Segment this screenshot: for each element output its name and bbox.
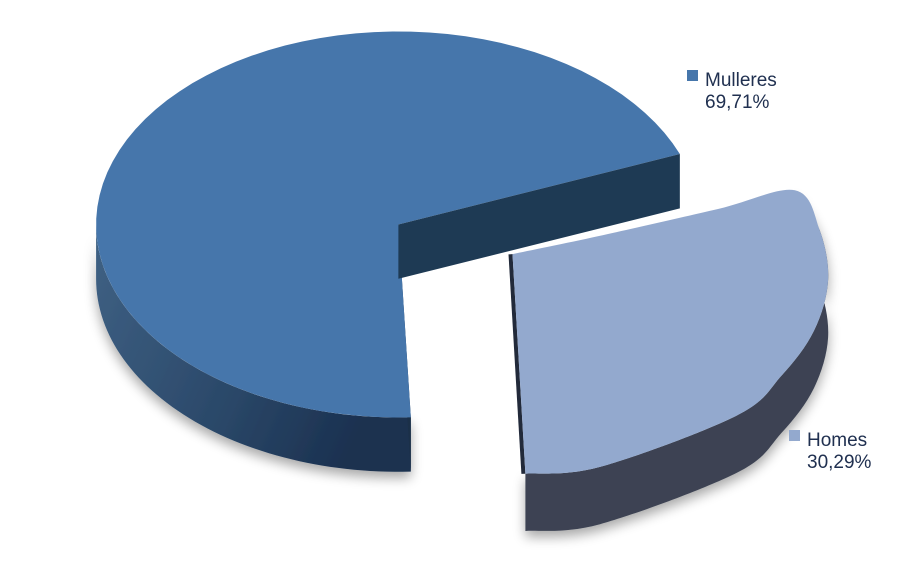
svg-text:69,71%: 69,71% bbox=[705, 92, 770, 113]
svg-text:30,29%: 30,29% bbox=[807, 452, 872, 473]
svg-text:Mulleres: Mulleres bbox=[705, 70, 777, 91]
svg-text:Homes: Homes bbox=[807, 430, 867, 451]
